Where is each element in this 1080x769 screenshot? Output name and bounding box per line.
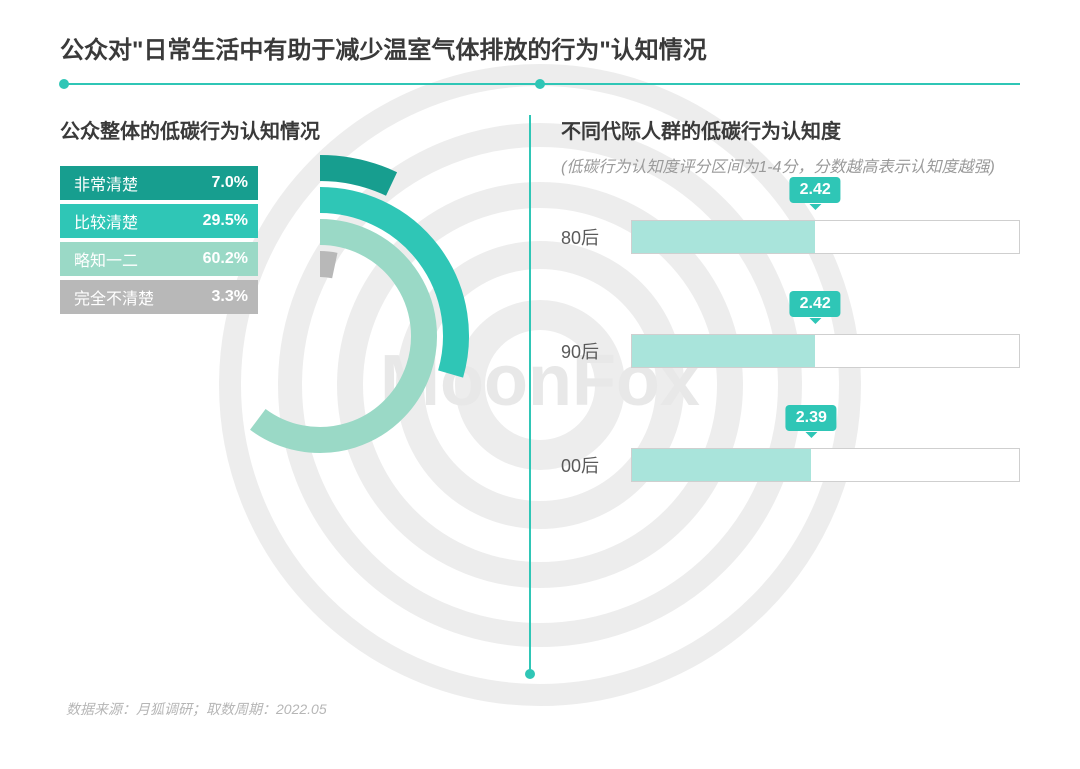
legend-item: 比较清楚 29.5% xyxy=(60,204,258,238)
legend-item: 略知一二 60.2% xyxy=(60,242,258,276)
right-note: (低碳行为认知度评分区间为1-4分，分数越高表示认知度越强) xyxy=(561,156,1020,180)
legend-value: 3.3% xyxy=(212,288,248,306)
generation-row: 90后2.42 xyxy=(561,334,1020,368)
bar-fill xyxy=(632,221,815,253)
arc-segment xyxy=(320,168,392,184)
right-subtitle: 不同代际人群的低碳行为认知度 xyxy=(561,115,1020,144)
right-panel: 不同代际人群的低碳行为认知度 (低碳行为认知度评分区间为1-4分，分数越高表示认… xyxy=(531,115,1020,675)
divider-dot-icon xyxy=(59,79,69,89)
bar-fill xyxy=(632,335,815,367)
main-title: 公众对"日常生活中有助于减少温室气体排放的行为"认知情况 xyxy=(60,30,1020,65)
legend-label: 非常清楚 xyxy=(74,171,138,195)
arc-segment xyxy=(320,264,335,266)
legend-value: 7.0% xyxy=(212,174,248,192)
generation-label: 90后 xyxy=(561,338,631,364)
legend-item: 非常清楚 7.0% xyxy=(60,166,258,200)
arc-segment xyxy=(258,232,424,440)
legend-label: 略知一二 xyxy=(74,247,138,271)
top-divider xyxy=(60,83,1020,85)
generation-label: 80后 xyxy=(561,224,631,250)
value-bubble: 2.39 xyxy=(786,405,837,431)
divider-dot-icon xyxy=(535,79,545,89)
bar-fill xyxy=(632,449,811,481)
legend-value: 29.5% xyxy=(203,212,248,230)
legend-item: 完全不清楚 3.3% xyxy=(60,280,258,314)
value-bubble: 2.42 xyxy=(790,177,841,203)
generation-row: 80后2.42 xyxy=(561,220,1020,254)
legend-label: 完全不清楚 xyxy=(74,285,154,309)
left-panel: 公众整体的低碳行为认知情况 非常清楚 7.0% 比较清楚 29.5% 略知一二 60.2%… xyxy=(60,115,529,675)
left-subtitle: 公众整体的低碳行为认知情况 xyxy=(60,115,519,144)
bar-track: 2.42 xyxy=(631,220,1020,254)
generation-row: 00后2.39 xyxy=(561,448,1020,482)
data-source: 数据来源：月狐调研；取数周期：2022.05 xyxy=(60,699,1020,719)
generation-label: 00后 xyxy=(561,452,631,478)
bar-track: 2.42 xyxy=(631,334,1020,368)
bar-track: 2.39 xyxy=(631,448,1020,482)
legend-value: 60.2% xyxy=(203,250,248,268)
value-bubble: 2.42 xyxy=(790,291,841,317)
legend: 非常清楚 7.0% 比较清楚 29.5% 略知一二 60.2% 完全不清楚 3.3% xyxy=(60,166,258,318)
legend-label: 比较清楚 xyxy=(74,209,138,233)
